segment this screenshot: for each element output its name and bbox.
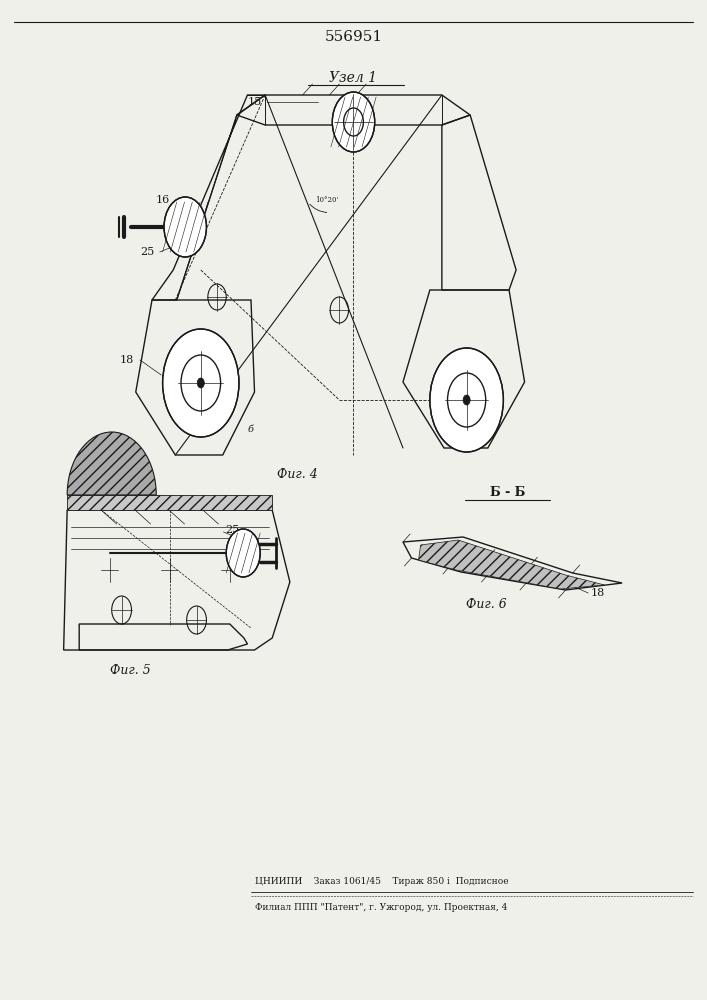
Text: 15: 15 — [247, 97, 262, 107]
Text: 10°20': 10°20' — [315, 196, 339, 204]
Circle shape — [430, 348, 503, 452]
Text: б: б — [448, 436, 454, 444]
Text: Б - Б: Б - Б — [490, 486, 525, 498]
Text: Филиал ППП "Патент", г. Ужгород, ул. Проектная, 4: Филиал ППП "Патент", г. Ужгород, ул. Про… — [255, 902, 507, 912]
Circle shape — [226, 529, 260, 577]
Circle shape — [463, 395, 470, 405]
Text: б: б — [248, 426, 254, 434]
Text: 16: 16 — [156, 195, 170, 205]
Text: Фиг. 5: Фиг. 5 — [110, 664, 151, 676]
Text: Фиг. 4: Фиг. 4 — [276, 468, 317, 482]
Text: 556951: 556951 — [325, 30, 382, 44]
Polygon shape — [67, 495, 272, 510]
Circle shape — [197, 378, 204, 388]
Circle shape — [332, 92, 375, 152]
Circle shape — [164, 197, 206, 257]
Text: 25: 25 — [140, 247, 154, 257]
Polygon shape — [419, 540, 604, 589]
Text: 18: 18 — [590, 588, 604, 598]
Circle shape — [163, 329, 239, 437]
Text: Фиг. 6: Фиг. 6 — [466, 598, 507, 611]
Text: 19: 19 — [465, 350, 479, 360]
Text: Узел 1: Узел 1 — [329, 71, 378, 85]
Text: 18: 18 — [120, 355, 134, 365]
Text: 25: 25 — [225, 525, 239, 535]
Text: ЦНИИПИ    Заказ 1061/45    Тираж 850 і  Подписное: ЦНИИПИ Заказ 1061/45 Тираж 850 і Подписн… — [255, 878, 508, 886]
Wedge shape — [67, 432, 156, 495]
